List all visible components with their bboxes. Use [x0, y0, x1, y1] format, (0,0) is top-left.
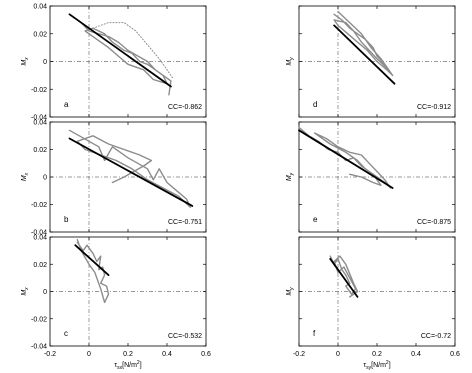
y-tick-label: 0 [43, 59, 47, 66]
x-tick-label: 0 [336, 351, 340, 358]
cc-label: CC=-0.751 [168, 219, 202, 226]
y-tick-label: 0.04 [33, 4, 47, 11]
panel-letter: d [313, 100, 317, 109]
panel-letter: a [64, 100, 69, 109]
x-tick-label: 0.6 [450, 351, 460, 358]
panel-c: -0.04 -0.02 0 0.02 0.04 -0.2 0 0.2 0.4 0.6 c CC=-0.… [21, 235, 211, 372]
cc-label: CC=-0.72 [421, 333, 451, 340]
y-axis-label: My [286, 287, 295, 296]
fit-line [298, 129, 394, 189]
y-tick-label: 0.04 [33, 120, 47, 127]
y-axis-label: Mx [21, 57, 30, 66]
panel-a: -0.04 -0.02 0 0.02 0.04 a CC=-0.862 Mx [21, 4, 207, 122]
y-tick-label: 0.02 [33, 262, 47, 269]
data-series-line [72, 16, 172, 96]
y-axis-label: My [286, 172, 295, 181]
x-axis-label: τsy[N/m2] [363, 360, 390, 371]
data-series-line [92, 22, 174, 79]
panel-letter: f [313, 329, 316, 338]
fit-line [68, 137, 194, 207]
x-tick-label: -0.2 [44, 351, 56, 358]
data-series-line [76, 238, 110, 304]
fit-line [68, 13, 172, 88]
y-tick-label: 0 [43, 175, 47, 182]
cc-label: CC=-0.875 [417, 219, 451, 226]
y-axis-label: Mx [21, 172, 30, 181]
panel-e: e CC=-0.875 My [286, 121, 456, 233]
y-tick-label: 0.02 [33, 147, 47, 154]
data-series-line [329, 255, 359, 298]
cc-label: CC=-0.862 [168, 104, 202, 111]
data-series-line [333, 10, 394, 77]
y-axis-label: Mx [21, 287, 30, 296]
x-tick-label: 0.4 [162, 351, 172, 358]
panel-letter: e [313, 215, 318, 224]
x-tick-label: 0 [87, 351, 91, 358]
x-tick-label: 0.2 [372, 351, 382, 358]
panel-f: -0.2 0 0.2 0.4 0.6 f CC=-0.72 My τsy[N/m2] [286, 236, 460, 371]
fit-line [333, 24, 396, 85]
cc-label: CC=-0.912 [417, 104, 451, 111]
y-tick-label: 0 [43, 289, 47, 296]
y-tick-label: -0.02 [31, 87, 47, 94]
x-tick-label: 0.6 [201, 351, 211, 358]
cc-label: CC=-0.532 [168, 333, 202, 340]
panel-b: -0.04 -0.02 0 0.02 0.04 b CC=-0.751 Mx [21, 120, 207, 237]
y-tick-label: 0.04 [33, 235, 47, 242]
y-tick-label: -0.02 [31, 202, 47, 209]
panel-letter: b [64, 215, 69, 224]
panel-letter: c [64, 329, 68, 338]
x-tick-label: 0.4 [411, 351, 421, 358]
y-axis-label: My [286, 57, 295, 66]
x-tick-label: -0.2 [293, 351, 305, 358]
x-axis-label: τsx[N/m2] [114, 360, 141, 371]
y-tick-label: -0.02 [31, 316, 47, 323]
y-tick-label: -0.04 [31, 115, 47, 122]
y-tick-label: -0.04 [31, 230, 47, 237]
fit-line [74, 244, 110, 277]
x-tick-label: 0.2 [123, 351, 133, 358]
fit-line [329, 257, 359, 298]
panel-d: d CC=-0.912 My [286, 5, 456, 118]
y-tick-label: -0.04 [31, 344, 47, 351]
y-tick-label: 0.02 [33, 31, 47, 38]
